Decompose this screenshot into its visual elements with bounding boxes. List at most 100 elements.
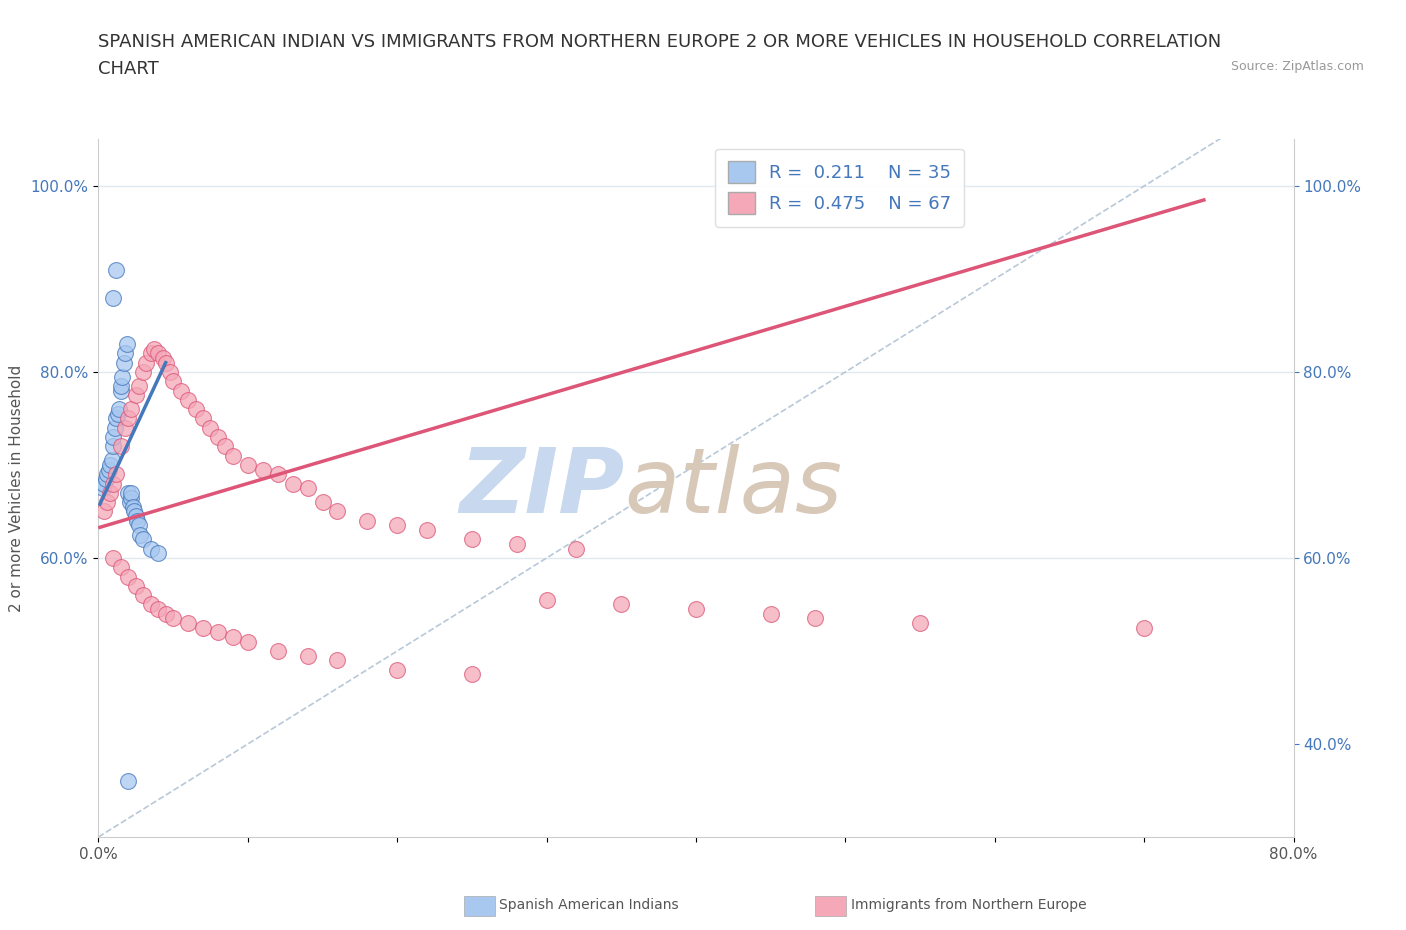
Point (139, 346, 162, 361)
Point (103, 439, 125, 454)
Y-axis label: 2 or more Vehicles in Household: 2 or more Vehicles in Household (8, 365, 24, 612)
Point (110, 379, 132, 393)
Point (297, 648, 319, 663)
Point (114, 346, 136, 361)
Point (139, 541, 162, 556)
Point (685, 602, 707, 617)
Point (103, 430, 125, 445)
Point (191, 411, 214, 426)
Point (267, 467, 290, 482)
Point (96, 467, 118, 482)
Point (191, 620, 214, 635)
Point (162, 611, 184, 626)
Point (120, 490, 142, 505)
Text: Spanish American Indians: Spanish American Indians (499, 897, 679, 912)
Point (236, 458, 259, 472)
Point (105, 262, 128, 277)
Point (222, 630, 245, 644)
Point (252, 462, 274, 477)
Point (100, 458, 122, 472)
Point (108, 402, 131, 417)
Point (311, 495, 333, 510)
Point (103, 290, 125, 305)
Point (610, 597, 633, 612)
Point (132, 532, 155, 547)
Text: SPANISH AMERICAN INDIAN VS IMMIGRANTS FROM NORTHERN EUROPE 2 OR MORE VEHICLES IN: SPANISH AMERICAN INDIAN VS IMMIGRANTS FR… (98, 33, 1222, 50)
Point (207, 625, 229, 640)
Point (128, 518, 150, 533)
Point (124, 504, 146, 519)
Text: ZIP: ZIP (458, 445, 624, 532)
Point (804, 611, 827, 626)
Point (117, 569, 139, 584)
Point (267, 644, 290, 658)
Point (101, 453, 124, 468)
Point (100, 485, 122, 500)
Point (93, 504, 115, 519)
Point (93, 476, 115, 491)
Point (110, 560, 132, 575)
Point (112, 355, 135, 370)
Point (148, 346, 170, 361)
Point (135, 355, 157, 370)
Point (536, 592, 558, 607)
Point (117, 774, 139, 789)
Point (506, 537, 529, 551)
Point (127, 513, 149, 528)
Point (107, 406, 129, 421)
Point (128, 379, 150, 393)
Point (222, 448, 245, 463)
Point (461, 532, 484, 547)
Point (94, 472, 117, 486)
Point (148, 602, 170, 617)
Point (91, 481, 114, 496)
Point (1133, 620, 1156, 635)
Point (416, 523, 439, 538)
Point (155, 355, 177, 370)
Point (142, 341, 165, 356)
Point (132, 365, 155, 379)
Legend: R =  0.211    N = 35, R =  0.475    N = 67: R = 0.211 N = 35, R = 0.475 N = 67 (714, 149, 965, 227)
Point (125, 509, 148, 524)
Text: atlas: atlas (624, 445, 842, 532)
Point (103, 551, 125, 565)
Point (236, 634, 259, 649)
Point (200, 420, 222, 435)
Point (155, 606, 177, 621)
Point (297, 481, 319, 496)
Point (117, 411, 139, 426)
Point (105, 467, 128, 482)
Point (132, 588, 155, 603)
Point (281, 476, 304, 491)
Point (177, 392, 200, 407)
Text: Immigrants from Northern Europe: Immigrants from Northern Europe (851, 897, 1087, 912)
Point (184, 402, 207, 417)
Point (207, 430, 229, 445)
Point (120, 485, 142, 500)
Point (139, 597, 162, 612)
Point (129, 527, 152, 542)
Point (115, 337, 138, 352)
Point (103, 476, 125, 491)
Point (97, 462, 120, 477)
Point (120, 402, 142, 417)
Text: Source: ZipAtlas.com: Source: ZipAtlas.com (1230, 60, 1364, 73)
Point (121, 499, 143, 514)
Point (110, 439, 132, 454)
Point (148, 546, 170, 561)
Point (356, 513, 378, 528)
Point (759, 606, 782, 621)
Point (177, 616, 200, 631)
Point (117, 485, 139, 500)
Point (111, 369, 134, 384)
Point (326, 504, 349, 519)
Point (118, 495, 141, 510)
Point (125, 578, 148, 593)
Point (105, 411, 128, 426)
Point (214, 439, 236, 454)
Point (125, 388, 148, 403)
Point (326, 653, 349, 668)
Point (159, 365, 181, 379)
Point (162, 374, 184, 389)
Point (565, 541, 588, 556)
